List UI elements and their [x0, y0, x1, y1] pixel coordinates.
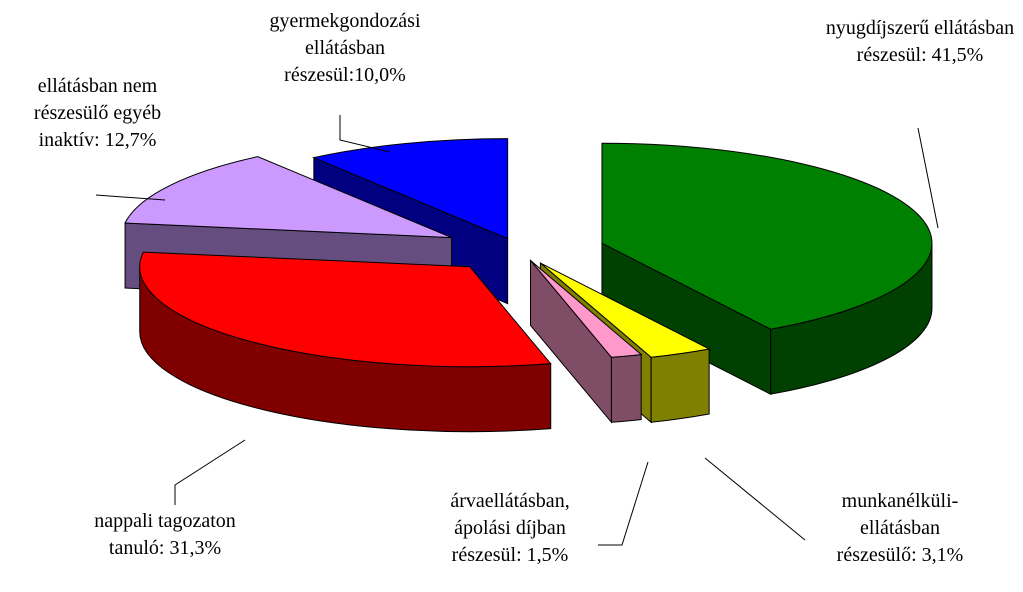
value-label: 41,5% [931, 44, 984, 66]
slice-label: gyermekgondozási ellátásban részesül:10,… [255, 8, 435, 89]
slice-top [540, 262, 711, 358]
leader-line [704, 457, 806, 541]
slice-label: árvaellátásban, ápolási díjban részesül:… [430, 488, 590, 569]
leader-line [174, 439, 246, 505]
value-label: 10,0% [354, 64, 406, 86]
slice-top [124, 156, 452, 239]
slice-top [530, 259, 643, 358]
slice-label: ellátásban nem részesülő egyéb inaktív: … [15, 73, 180, 154]
value-label: 1,5% [526, 544, 569, 566]
slice-top [601, 142, 933, 330]
leader-line [339, 115, 391, 153]
category-label: munkanélküli-ellátásban részesülő: [836, 490, 959, 566]
value-label: 31,3% [169, 537, 222, 559]
leader-line [917, 127, 939, 229]
slice-label: munkanélküli-ellátásban részesülő: 3,1% [820, 488, 980, 569]
category-label: nyugdíjszerű ellátásban részesül: [825, 17, 1015, 66]
value-label: 3,1% [921, 544, 964, 566]
category-label: gyermekgondozási ellátásban részesül: [269, 10, 421, 86]
category-label: árvaellátásban, ápolási díjban részesül: [450, 490, 570, 566]
slice-label: nyugdíjszerű ellátásban részesül: 41,5% [820, 15, 1020, 69]
value-label: 12,7% [104, 129, 157, 151]
slice-top [139, 251, 552, 368]
slice-label: nappali tagozaton tanuló: 31,3% [75, 508, 255, 562]
slice-side [610, 353, 642, 423]
category-label: nappali tagozaton tanuló: [94, 510, 236, 559]
leader-line [598, 461, 649, 546]
category-label: ellátásban nem részesülő egyéb inaktív: [33, 75, 162, 151]
leader-line [95, 194, 166, 201]
slice-top [312, 138, 509, 240]
slice-side [650, 348, 710, 423]
